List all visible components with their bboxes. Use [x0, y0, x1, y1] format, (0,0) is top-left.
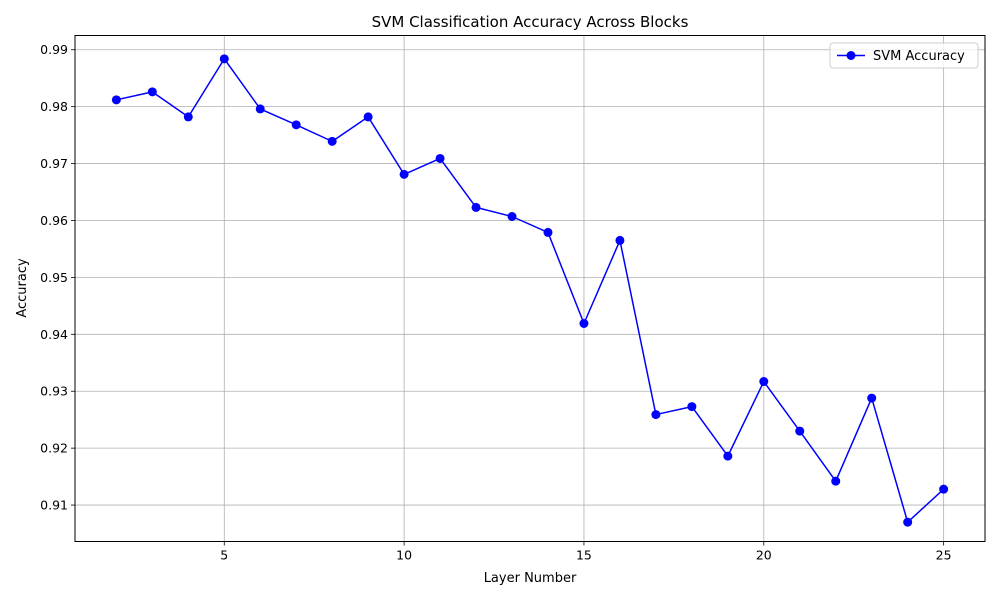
data-point: [471, 202, 481, 212]
y-tick-label: 0.98: [40, 99, 68, 114]
data-point: [435, 153, 445, 163]
x-axis: 5 10 15 20 25: [220, 541, 952, 563]
y-tick-label: 0.99: [40, 42, 68, 57]
y-tick-label: 0.92: [40, 441, 68, 456]
grid: [75, 35, 985, 542]
y-tick-label: 0.96: [40, 213, 68, 228]
y-tick-label: 0.93: [40, 384, 68, 399]
data-point: [147, 87, 157, 97]
data-point: [795, 426, 805, 436]
legend-box: [829, 42, 979, 69]
data-point: [183, 112, 193, 122]
series-svm-accuracy: [111, 54, 949, 527]
x-tick-label: 25: [936, 548, 952, 563]
x-tick-label: 15: [576, 548, 592, 563]
legend-marker: [846, 51, 856, 60]
y-tick-label: 0.94: [40, 327, 68, 342]
data-point: [507, 211, 517, 221]
data-point: [939, 484, 949, 494]
series-line: [116, 58, 945, 523]
data-point: [759, 377, 769, 387]
data-point: [327, 136, 337, 146]
plot-area: [74, 35, 986, 542]
chart-title: SVM Classification Accuracy Across Block…: [372, 13, 689, 31]
y-tick-label: 0.97: [40, 156, 68, 171]
data-point: [219, 54, 229, 64]
x-tick-label: 10: [396, 548, 412, 563]
y-tick-label: 0.91: [40, 498, 68, 513]
y-tick-label: 0.95: [40, 270, 68, 285]
data-point: [651, 410, 661, 420]
data-point: [867, 393, 877, 403]
data-point: [687, 402, 697, 412]
data-point: [255, 104, 265, 114]
data-point: [831, 476, 841, 486]
x-tick-label: 5: [220, 548, 228, 563]
data-point: [615, 235, 625, 245]
data-point: [723, 451, 733, 461]
legend: SVM Accuracy: [829, 42, 979, 69]
data-point: [579, 319, 589, 329]
data-point: [903, 517, 913, 527]
data-point: [543, 227, 553, 237]
legend-label: SVM Accuracy: [873, 49, 965, 64]
data-point: [111, 95, 121, 105]
x-tick-label: 20: [756, 548, 772, 563]
data-point: [399, 169, 409, 179]
y-axis-label: Accuracy: [15, 258, 30, 318]
data-point: [363, 112, 373, 122]
data-point: [291, 120, 301, 130]
x-axis-label: Layer Number: [484, 571, 577, 586]
y-axis: 0.91 0.92 0.93 0.94 0.95 0.96 0.97 0.98 0.99: [40, 42, 75, 513]
